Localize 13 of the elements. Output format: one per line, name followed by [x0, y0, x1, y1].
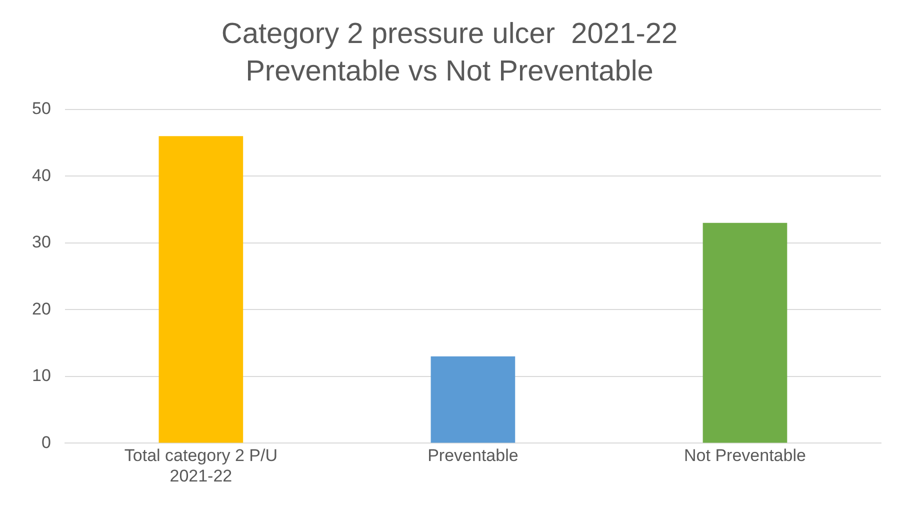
y-tick-label: 40	[32, 166, 51, 185]
y-tick-label: 10	[32, 366, 51, 386]
bar	[702, 222, 788, 443]
x-tick-label: Preventable	[428, 446, 518, 466]
x-tick-label: Not Preventable	[684, 446, 806, 466]
chart-title: Category 2 pressure ulcer 2021-22 Preventable vs Not Preventable	[221, 18, 678, 88]
y-tick-label: 20	[32, 299, 51, 318]
x-tick-label: Total category 2 P/U 2021-22	[124, 446, 278, 486]
y-tick-label: 30	[32, 232, 51, 252]
y-tick-label: 50	[32, 99, 51, 118]
bar	[430, 356, 516, 443]
bar	[158, 136, 244, 443]
y-tick-label: 0	[41, 432, 51, 452]
